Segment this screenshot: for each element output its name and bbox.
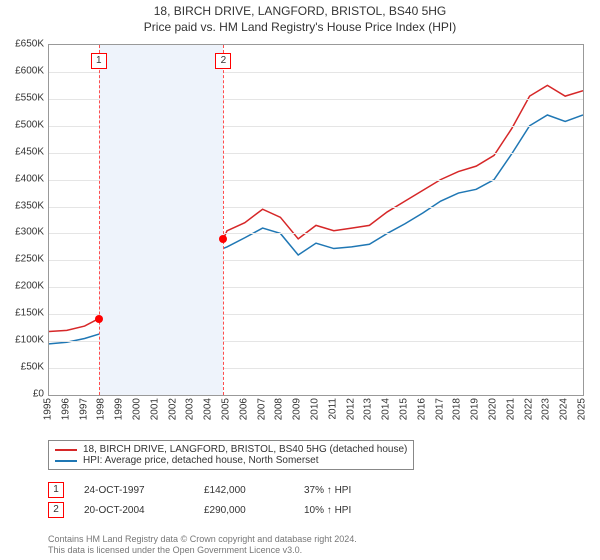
y-axis-label: £100K [0,335,44,346]
x-axis-label: 2009 [292,398,303,420]
marker-table-row: 2 20-OCT-2004£290,00010% ↑ HPI [48,502,404,518]
chart-title: 18, BIRCH DRIVE, LANGFORD, BRISTOL, BS40… [0,0,600,34]
x-axis-label: 2015 [399,398,410,420]
x-axis-label: 2016 [416,398,427,420]
x-axis-label: 2002 [167,398,178,420]
y-axis-label: £600K [0,65,44,76]
y-axis-label: £300K [0,227,44,238]
x-axis-label: 2014 [381,398,392,420]
shaded-band [99,45,224,395]
footer-line-1: Contains HM Land Registry data © Crown c… [48,534,357,545]
x-axis-label: 1995 [43,398,54,420]
x-axis-label: 1998 [96,398,107,420]
legend-label: 18, BIRCH DRIVE, LANGFORD, BRISTOL, BS40… [83,444,407,455]
legend-row: HPI: Average price, detached house, Nort… [55,455,407,466]
marker-table-price: £142,000 [204,485,304,496]
y-axis-label: £650K [0,39,44,50]
x-axis-label: 2017 [434,398,445,420]
legend-swatch [55,449,77,451]
y-axis-label: £450K [0,146,44,157]
y-axis-label: £50K [0,362,44,373]
marker-table-date: 24-OCT-1997 [84,485,204,496]
x-axis-label: 2019 [470,398,481,420]
legend-row: 18, BIRCH DRIVE, LANGFORD, BRISTOL, BS40… [55,444,407,455]
chart-legend: 18, BIRCH DRIVE, LANGFORD, BRISTOL, BS40… [48,440,414,470]
footer-line-2: This data is licensed under the Open Gov… [48,545,357,556]
marker-point [95,315,103,323]
y-axis-label: £200K [0,281,44,292]
footer-note: Contains HM Land Registry data © Crown c… [48,534,357,556]
y-axis-label: £400K [0,173,44,184]
x-axis-label: 2005 [221,398,232,420]
x-axis-label: 2008 [274,398,285,420]
marker-vline [223,45,224,395]
title-line-1: 18, BIRCH DRIVE, LANGFORD, BRISTOL, BS40… [0,4,600,18]
x-axis-label: 2010 [310,398,321,420]
x-axis-label: 2006 [238,398,249,420]
x-axis-label: 2018 [452,398,463,420]
y-axis-label: £0 [0,389,44,400]
marker-table-box: 2 [48,502,64,518]
marker-table-delta: 10% ↑ HPI [304,505,404,516]
chart-plot-area: 12 [48,44,584,396]
x-axis-label: 2012 [345,398,356,420]
x-axis-label: 2023 [541,398,552,420]
y-axis-label: £150K [0,308,44,319]
marker-table-date: 20-OCT-2004 [84,505,204,516]
marker-vline [99,45,100,395]
y-axis-label: £350K [0,200,44,211]
marker-box: 1 [91,53,107,69]
x-axis-label: 1996 [60,398,71,420]
y-axis-label: £250K [0,254,44,265]
legend-label: HPI: Average price, detached house, Nort… [83,455,319,466]
x-axis-label: 2001 [149,398,160,420]
x-axis-label: 2025 [577,398,588,420]
marker-box: 2 [215,53,231,69]
x-axis-label: 2011 [327,398,338,420]
x-axis-label: 2021 [505,398,516,420]
x-axis-label: 2020 [488,398,499,420]
legend-swatch [55,460,77,462]
marker-table-box: 1 [48,482,64,498]
x-axis-label: 2003 [185,398,196,420]
x-axis-label: 2022 [523,398,534,420]
title-line-2: Price paid vs. HM Land Registry's House … [0,20,600,34]
y-axis-label: £550K [0,92,44,103]
marker-table: 1 24-OCT-1997£142,00037% ↑ HPI 2 20-OCT-200… [48,482,404,522]
x-axis-label: 2013 [363,398,374,420]
y-axis-label: £500K [0,119,44,130]
x-axis-label: 2007 [256,398,267,420]
x-axis-label: 2000 [132,398,143,420]
x-axis-label: 1999 [114,398,125,420]
marker-point [219,235,227,243]
marker-table-price: £290,000 [204,505,304,516]
x-axis-label: 1997 [78,398,89,420]
x-axis-label: 2004 [203,398,214,420]
marker-table-row: 1 24-OCT-1997£142,00037% ↑ HPI [48,482,404,498]
marker-table-delta: 37% ↑ HPI [304,485,404,496]
x-axis-label: 2024 [559,398,570,420]
